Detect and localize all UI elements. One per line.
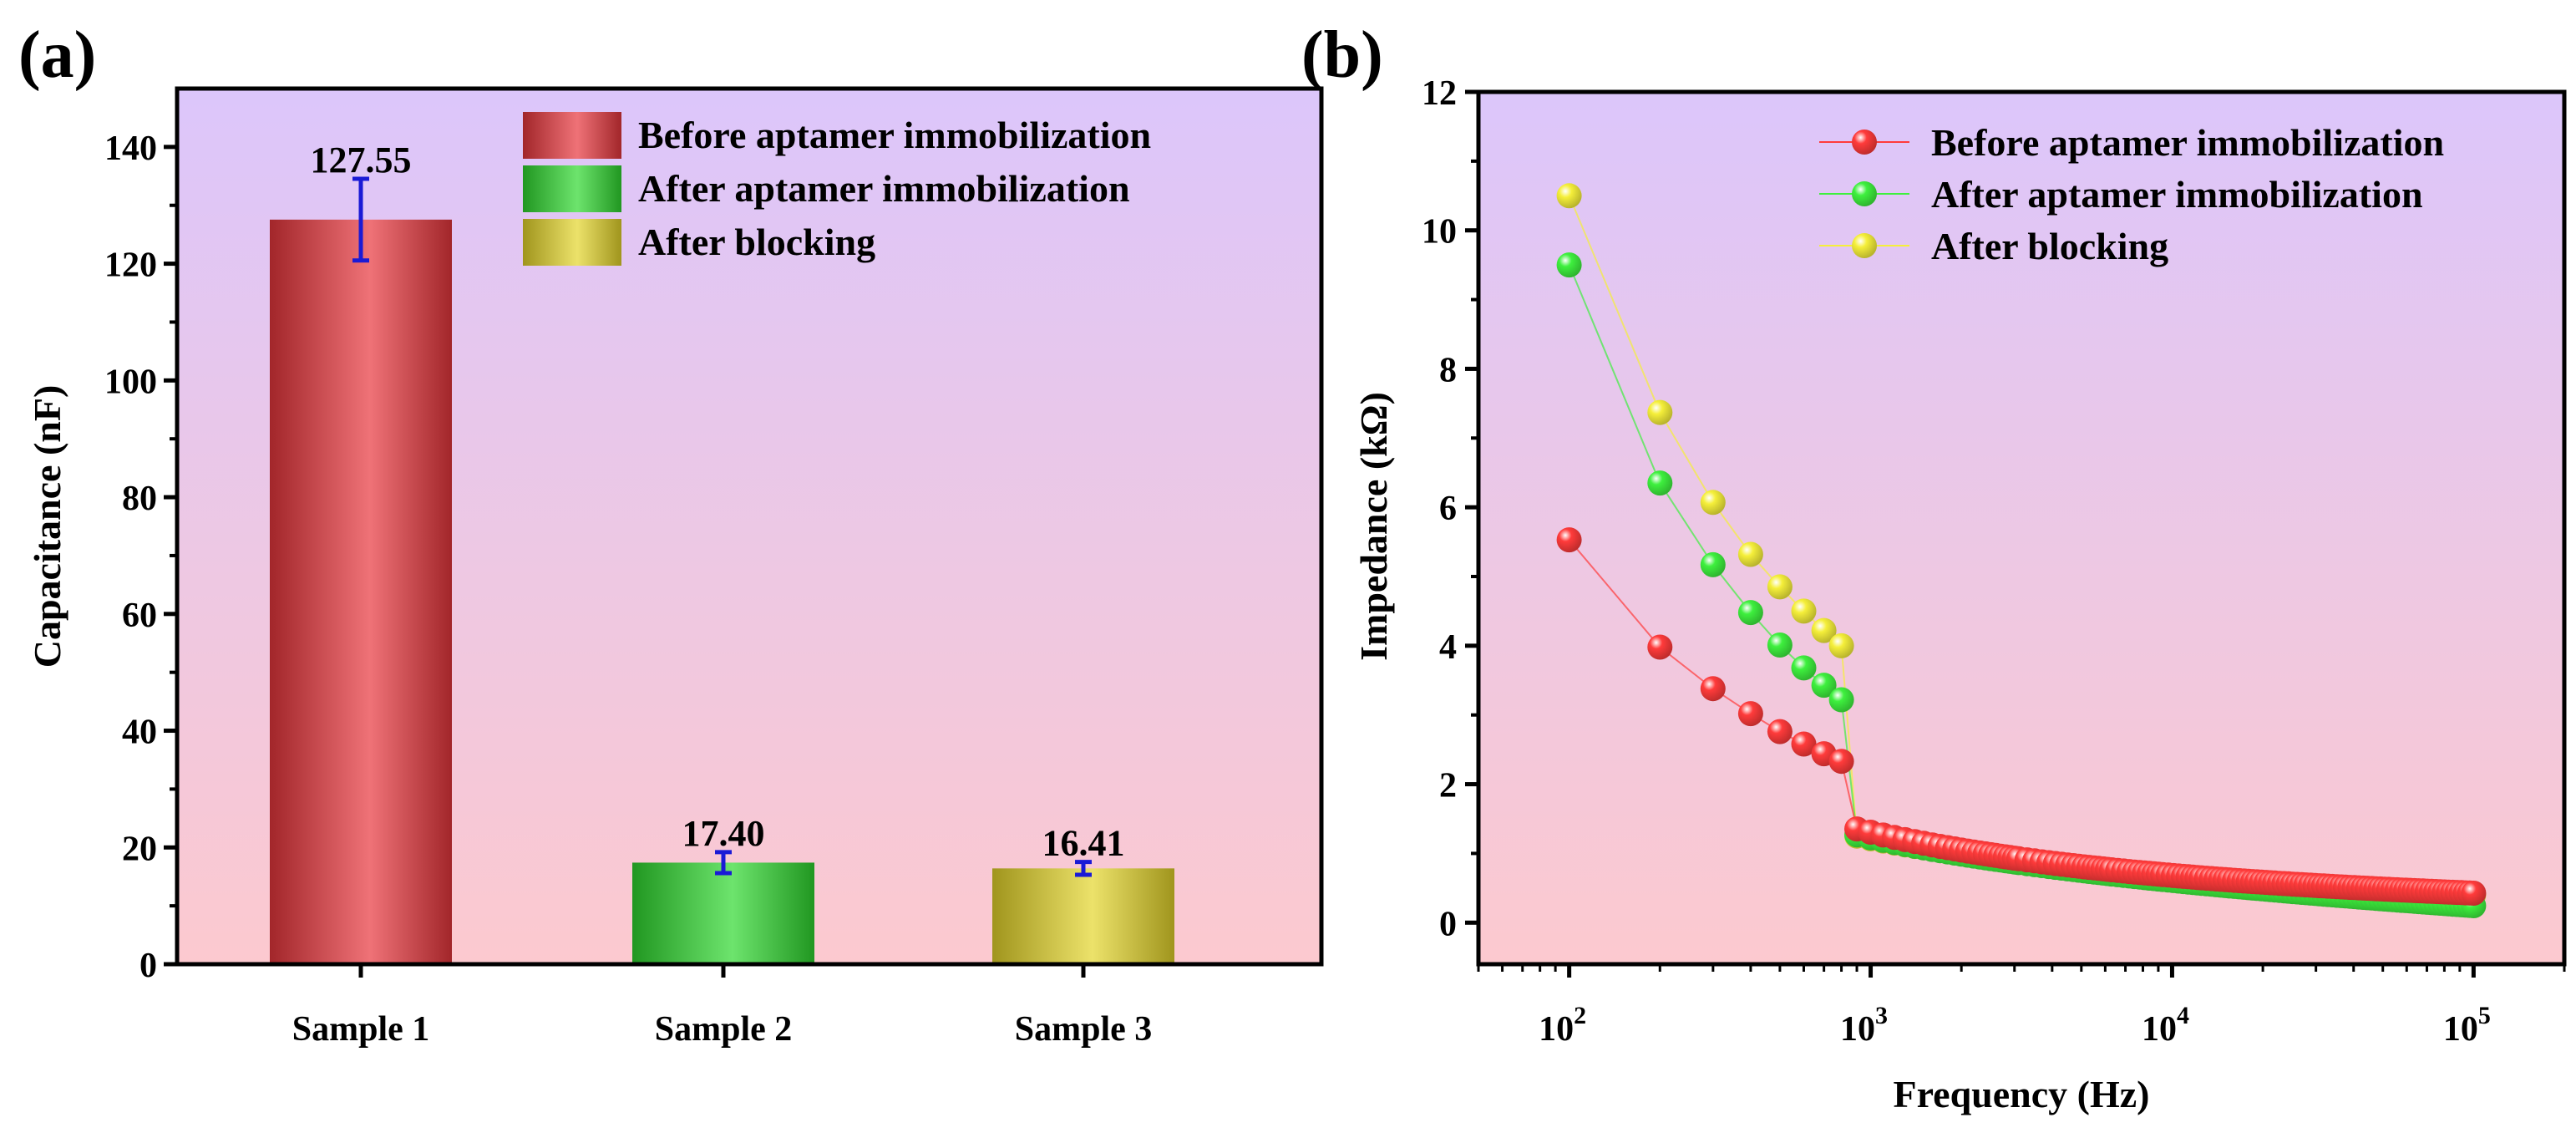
- data-point: [1811, 673, 1837, 698]
- data-point: [1700, 676, 1726, 702]
- legend-marker: [1852, 233, 1877, 258]
- data-point: [1647, 470, 1673, 496]
- data-point: [1791, 731, 1817, 757]
- data-point: [1828, 632, 1854, 658]
- y-tick-label: 0: [1439, 905, 1457, 943]
- data-point: [1556, 527, 1582, 553]
- plot-frame-a: [175, 86, 1324, 967]
- data-point: [1737, 541, 1763, 567]
- y-tick-label: 8: [1439, 351, 1457, 389]
- y-tick-label: 2: [1439, 767, 1457, 805]
- x-tick-base: 10: [2443, 1010, 2478, 1049]
- x-tick-label: Sample 1: [292, 1010, 430, 1049]
- bar-group: [270, 219, 1174, 964]
- data-point: [1556, 252, 1582, 278]
- x-tick-base: 10: [1840, 1010, 1875, 1049]
- series-points: [1556, 183, 2487, 918]
- bar-sample-1: [270, 219, 452, 964]
- data-point: [1767, 719, 1793, 744]
- x-tick-label: 102: [1539, 1002, 1586, 1049]
- data-point: [1828, 687, 1854, 713]
- data-point: [1737, 701, 1763, 727]
- data-point: [1828, 749, 1854, 775]
- legend-label: Before aptamer immobilization: [638, 114, 1151, 156]
- y-tick-label: 4: [1439, 628, 1457, 667]
- data-point: [1647, 399, 1673, 425]
- plot-frame-b: [1476, 89, 2567, 967]
- data-label: 127.55: [311, 140, 412, 180]
- y-tick-label: 10: [1422, 213, 1457, 251]
- x-tick-base: 10: [1539, 1010, 1574, 1049]
- y-tick-label: 6: [1439, 490, 1457, 528]
- x-axis-title-b: Frequency (Hz): [1893, 1073, 2149, 1115]
- y-tick-label: 100: [104, 363, 157, 401]
- y-axis-title-b: Impedance (kΩ): [1352, 392, 1395, 661]
- x-axis-ticks-b: 102 103 104 105: [1477, 964, 2566, 1049]
- y-tick-label: 12: [1422, 74, 1457, 113]
- data-point: [1700, 490, 1726, 516]
- legend-swatch: [523, 219, 621, 266]
- x-tick-label: 104: [2142, 1002, 2189, 1049]
- legend-label: After aptamer immobilization: [638, 167, 1130, 210]
- data-point: [1811, 617, 1837, 643]
- y-tick-label: 60: [122, 597, 157, 635]
- x-tick-exponent: 5: [2478, 1002, 2491, 1029]
- x-tick-exponent: 2: [1574, 1002, 1586, 1029]
- y-tick-label: 80: [122, 480, 157, 518]
- data-point: [1767, 632, 1793, 658]
- x-tick-label: Sample 2: [655, 1010, 793, 1049]
- x-tick-label: 105: [2443, 1002, 2491, 1049]
- data-label: 17.40: [682, 813, 765, 854]
- y-axis-title-a: Capacitance (nF): [26, 385, 68, 668]
- bar-sample-2: [632, 862, 814, 964]
- legend-marker: [1852, 130, 1877, 155]
- panel-a-label: (a): [18, 18, 96, 92]
- legend-label: After aptamer immobilization: [1931, 173, 2423, 216]
- y-tick-label: 20: [122, 830, 157, 868]
- plot-area-b: [1478, 92, 2564, 964]
- legend-b: Before aptamer immobilization After aptam…: [1819, 121, 2444, 267]
- y-tick-label: 140: [104, 130, 157, 168]
- data-point: [1767, 574, 1793, 600]
- bar-sample-3: [992, 868, 1174, 964]
- legend-swatch: [523, 165, 621, 212]
- data-point: [1647, 634, 1673, 660]
- legend-swatch: [523, 112, 621, 159]
- y-axis-ticks-b: 0 2 4 6 8 10 12: [1422, 74, 1478, 943]
- panel-b-label: (b): [1301, 18, 1383, 92]
- legend-label: Before aptamer immobilization: [1931, 121, 2444, 164]
- legend-marker: [1852, 181, 1877, 206]
- y-axis-ticks-a: 0 20 40 60 80 100 120 140: [104, 130, 177, 985]
- x-tick-label: Sample 3: [1015, 1010, 1153, 1049]
- x-axis-ticks-a: Sample 1 Sample 2 Sample 3: [292, 964, 1153, 1049]
- error-bar-group: [352, 176, 1092, 877]
- x-tick-base: 10: [2142, 1010, 2177, 1049]
- data-point: [1737, 600, 1763, 626]
- data-point: [2461, 881, 2487, 906]
- legend-label: After blocking: [638, 221, 875, 263]
- legend-a: Before aptamer immobilization After aptam…: [523, 112, 1151, 266]
- y-tick-label: 40: [122, 714, 157, 752]
- legend-label: After blocking: [1931, 225, 2168, 267]
- data-label: 16.41: [1042, 823, 1125, 864]
- y-tick-label: 120: [104, 246, 157, 285]
- x-tick-label: 103: [1840, 1002, 1888, 1049]
- data-point: [1791, 598, 1817, 624]
- x-tick-exponent: 4: [2177, 1002, 2189, 1029]
- x-tick-exponent: 3: [1875, 1002, 1888, 1029]
- data-point: [1556, 183, 1582, 209]
- value-label-group: 127.55 17.40 16.41: [311, 140, 1125, 864]
- data-point: [1700, 551, 1726, 577]
- data-point: [1791, 655, 1817, 681]
- y-tick-label: 0: [139, 947, 157, 985]
